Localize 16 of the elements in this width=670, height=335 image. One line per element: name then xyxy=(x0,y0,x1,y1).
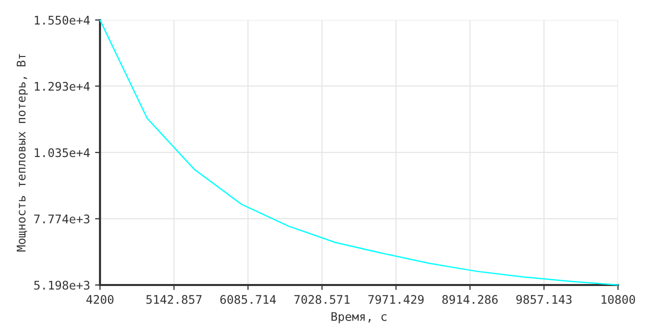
x-tick-label: 5142.857 xyxy=(146,294,202,304)
y-axis-title: Мощность тепловых потерь, Вт xyxy=(16,54,28,252)
x-tick-label: 4200 xyxy=(86,294,114,304)
y-tick-label: 1.550e+4 xyxy=(34,16,90,25)
x-axis-title: Время, с xyxy=(332,312,386,324)
x-tick-label: 7971.429 xyxy=(368,294,424,304)
y-tick-label: 5.198e+3 xyxy=(34,280,90,290)
y-tick-label: 1.035e+4 xyxy=(34,148,90,158)
x-tick-label: 9857.143 xyxy=(516,294,572,304)
x-tick-label: 8914.286 xyxy=(442,294,498,304)
y-tick-label: 1.293e+4 xyxy=(34,82,90,91)
x-tick-label: 6085.714 xyxy=(220,294,276,304)
x-tick-label: 10800 xyxy=(602,294,636,304)
line-series xyxy=(99,19,619,286)
y-tick-label: 7.774e+3 xyxy=(34,214,90,224)
x-tick-label: 7028.571 xyxy=(294,294,350,304)
